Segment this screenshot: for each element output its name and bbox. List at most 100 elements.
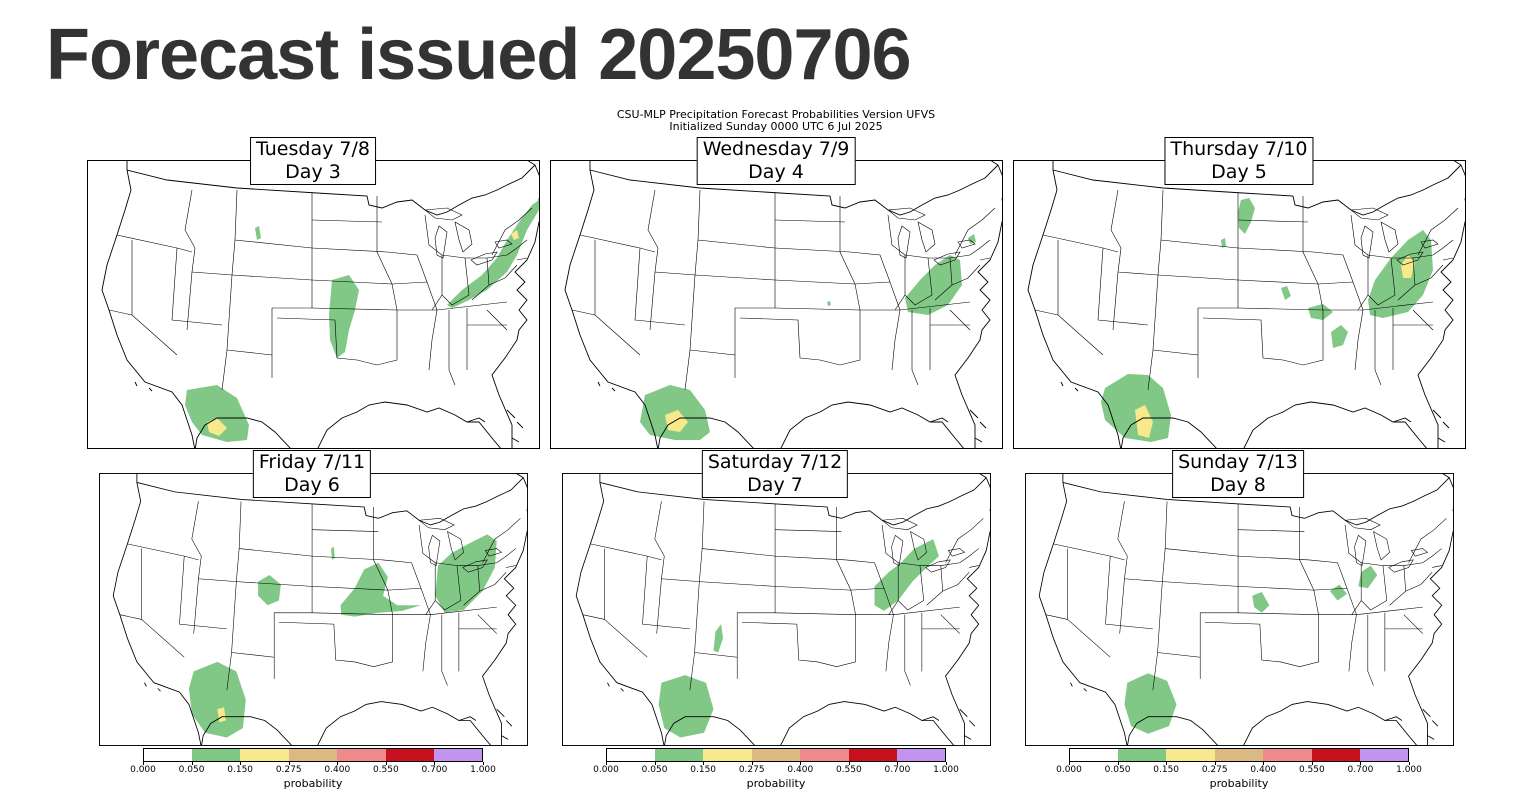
colorbar-label: probability	[746, 777, 806, 790]
colorbar-segment	[434, 748, 483, 762]
colorbar-segment	[1360, 748, 1409, 762]
precip-areas-day8	[1124, 565, 1378, 734]
colorbar-tick-mark	[703, 762, 705, 765]
panel-day5: Thursday 7/10 Day 5	[1013, 137, 1466, 449]
panel-day: Day 4	[748, 161, 804, 183]
colorbar-tick-label: 0.700	[884, 765, 911, 775]
colorbar-tick-label: 0.275	[1201, 765, 1228, 775]
map-day7	[562, 473, 991, 746]
panel-day: Day 6	[284, 474, 340, 496]
colorbar-tick-label: 0.400	[1250, 765, 1277, 775]
panel-label-day6: Friday 7/11 Day 6	[252, 450, 372, 498]
colorbar-segment	[288, 748, 338, 762]
colorbar-tick-label: 0.400	[787, 765, 814, 775]
colorbar-tick-label: 0.150	[690, 765, 717, 775]
colorbar-tick-mark	[1117, 762, 1119, 765]
colorbar-tick-label: 0.275	[275, 765, 302, 775]
colorbar-tick-label: 0.000	[130, 765, 156, 775]
colorbar-tick-mark	[1409, 762, 1410, 765]
colorbar-tick-label: 1.000	[470, 765, 496, 775]
colorbar-tick-mark	[288, 762, 290, 765]
colorbar-tick-label: 0.000	[1056, 765, 1082, 775]
colorbar-frame	[143, 748, 483, 762]
map-day5	[1013, 160, 1466, 449]
colorbar-label: probability	[1209, 777, 1269, 790]
panel-day: Day 8	[1210, 474, 1266, 496]
colorbar-tick-mark	[654, 762, 656, 765]
panel-label-day4: Wednesday 7/9 Day 4	[696, 137, 856, 185]
colorbar-tick-mark	[1263, 762, 1265, 765]
colorbar-segment	[751, 748, 801, 762]
precip-areas-day6	[188, 534, 497, 738]
colorbar-segment	[143, 748, 192, 762]
colorbar-tick-mark	[897, 762, 899, 765]
colorbar-frame	[606, 748, 946, 762]
colorbar-segment	[703, 748, 752, 762]
colorbar-segment	[240, 748, 289, 762]
colorbar-segment	[606, 748, 655, 762]
colorbar-tick-label: 0.150	[227, 765, 254, 775]
colorbar-segment	[385, 748, 435, 762]
colorbar-tick-mark	[143, 762, 144, 765]
colorbar-3: 0.000 0.050 0.150 0.275 0.400 0.550 0.700 1.000…	[1056, 748, 1422, 790]
colorbar-tick-label: 0.050	[641, 765, 668, 775]
colorbar-tick-label: 1.000	[1396, 765, 1422, 775]
colorbar-tick-mark	[483, 762, 484, 765]
colorbar-tick-mark	[1214, 762, 1216, 765]
colorbar-tick-mark	[191, 762, 193, 765]
panel-day7: Saturday 7/12 Day 7	[562, 450, 991, 746]
colorbar-tick-mark	[606, 762, 607, 765]
colorbar-segment	[1263, 748, 1312, 762]
colorbar-segment	[191, 748, 241, 762]
figure-title: CSU-MLP Precipitation Forecast Probabili…	[476, 109, 1076, 133]
colorbar-tick-label: 0.050	[1104, 765, 1131, 775]
colorbar-tick-mark	[1069, 762, 1070, 765]
colorbar-tick-mark	[337, 762, 339, 765]
figure-title-line2: Initialized Sunday 0000 UTC 6 Jul 2025	[669, 120, 883, 133]
panel-date: Thursday 7/10	[1170, 138, 1308, 160]
colorbar-segment	[1311, 748, 1361, 762]
panel-date: Tuesday 7/8	[256, 138, 370, 160]
map-day4	[550, 160, 1003, 449]
colorbar-tick-label: 0.700	[421, 765, 448, 775]
colorbar-segment	[800, 748, 849, 762]
colorbar-frame	[1069, 748, 1409, 762]
panel-date: Saturday 7/12	[707, 451, 843, 473]
colorbar-tick-label: 0.400	[324, 765, 351, 775]
colorbar-2: 0.000 0.050 0.150 0.275 0.400 0.550 0.700 1.000…	[593, 748, 959, 790]
panel-label-day5: Thursday 7/10 Day 5	[1164, 137, 1314, 185]
colorbar-tick-label: 0.000	[593, 765, 619, 775]
colorbar-tick-label: 0.275	[738, 765, 765, 775]
colorbar-segment	[897, 748, 946, 762]
colorbar-tick-mark	[240, 762, 242, 765]
colorbar-tick-label: 1.000	[933, 765, 959, 775]
colorbar-tick-label: 0.700	[1347, 765, 1374, 775]
page-title: Forecast issued 20250706	[46, 15, 912, 95]
panel-label-day7: Saturday 7/12 Day 7	[701, 450, 849, 498]
colorbar-tick-label: 0.050	[178, 765, 205, 775]
map-day3	[87, 160, 540, 449]
colorbar-tick-mark	[1360, 762, 1362, 765]
colorbar-tick-mark	[800, 762, 802, 765]
colorbar-tick-label: 0.550	[1298, 765, 1325, 775]
colorbar-tick-label: 0.150	[1153, 765, 1180, 775]
colorbar-segment	[1117, 748, 1167, 762]
colorbar-tick-label: 0.550	[835, 765, 862, 775]
precip-areas-day7	[658, 539, 939, 738]
panel-day8: Sunday 7/13 Day 8	[1025, 450, 1454, 746]
colorbar-tick-label: 0.550	[372, 765, 399, 775]
panel-date: Friday 7/11	[258, 451, 366, 473]
figure-title-line1: CSU-MLP Precipitation Forecast Probabili…	[616, 108, 936, 121]
panel-day4: Wednesday 7/9 Day 4	[550, 137, 1003, 449]
precip-areas-day4	[640, 234, 976, 440]
panel-date: Sunday 7/13	[1178, 451, 1298, 473]
colorbar-segment	[848, 748, 898, 762]
panel-day6: Friday 7/11 Day 6	[99, 450, 528, 746]
colorbar-label: probability	[283, 777, 343, 790]
map-day8	[1025, 473, 1454, 746]
panel-label-day3: Tuesday 7/8 Day 3	[250, 137, 376, 185]
colorbar-tick-mark	[848, 762, 850, 765]
colorbar-1: 0.000 0.050 0.150 0.275 0.400 0.550 0.700 1.000…	[130, 748, 496, 790]
colorbar-segment	[337, 748, 386, 762]
panel-day3: Tuesday 7/8 Day 3	[87, 137, 540, 449]
